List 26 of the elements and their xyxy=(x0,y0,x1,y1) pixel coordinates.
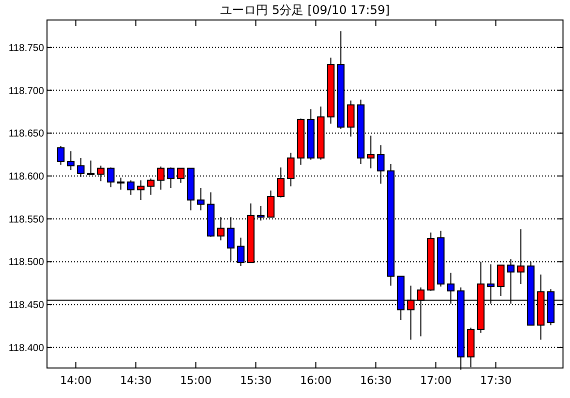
x-tick-label: 14:30 xyxy=(120,374,152,387)
y-tick-label: 118.750 xyxy=(8,42,44,54)
y-tick-label: 118.450 xyxy=(8,300,44,312)
x-tick-label: 17:00 xyxy=(420,374,452,387)
y-tick-label: 118.650 xyxy=(8,128,44,140)
y-tick-label: 118.700 xyxy=(8,86,44,97)
y-tick-label: 118.600 xyxy=(8,172,44,182)
candlestick xyxy=(497,264,505,296)
y-tick-label: 118.400 xyxy=(8,342,44,354)
candlestick xyxy=(137,180,145,200)
x-tick-label: 14:00 xyxy=(60,374,92,387)
candlestick xyxy=(67,150,75,170)
candlestick xyxy=(127,180,135,196)
y-tick-label: 118.550 xyxy=(8,214,44,226)
y-tick-label: 118.500 xyxy=(8,257,44,268)
candlestick xyxy=(117,177,125,190)
candlestick xyxy=(367,135,375,169)
x-tick-label: 15:00 xyxy=(180,374,212,387)
candlestick xyxy=(147,178,155,196)
x-tick-label: 16:00 xyxy=(300,374,332,387)
chart-title: ユーロ円 5分足 [09/10 17:59] xyxy=(220,3,390,17)
candlestick xyxy=(197,188,205,211)
candlestick xyxy=(57,146,65,166)
x-tick-label: 17:30 xyxy=(480,374,512,387)
x-tick-label: 15:30 xyxy=(240,374,272,387)
x-tick-label: 16:30 xyxy=(360,374,392,387)
